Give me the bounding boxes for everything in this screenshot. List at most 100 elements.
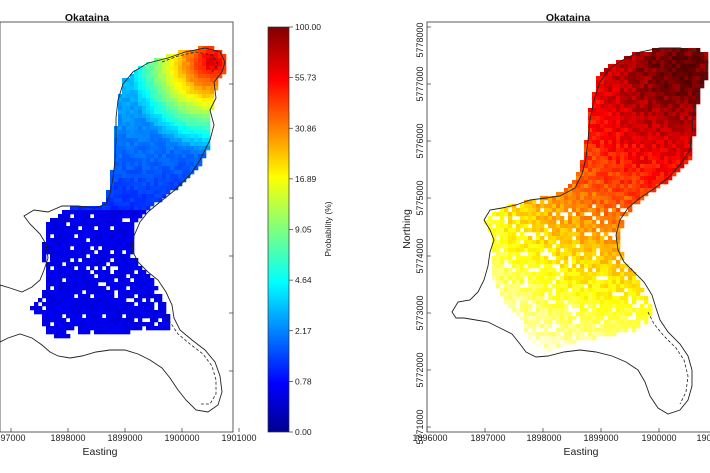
raster-cell [142, 90, 147, 95]
raster-cell [620, 312, 625, 317]
raster-cell [46, 326, 51, 331]
raster-cell [536, 292, 541, 297]
raster-cell [118, 146, 123, 151]
raster-cell [532, 312, 537, 317]
raster-cell [146, 166, 151, 171]
raster-cell [138, 114, 143, 119]
raster-cell [660, 140, 665, 145]
raster-cell [660, 60, 665, 65]
raster-cell [86, 246, 91, 251]
raster-cell [664, 112, 669, 117]
raster-cell [640, 296, 645, 301]
raster-cell [182, 146, 187, 151]
raster-cell [496, 260, 501, 265]
raster-cell [142, 314, 147, 319]
raster-cell [46, 270, 51, 275]
raster-cell [648, 148, 653, 153]
raster-cell [106, 242, 111, 247]
raster-cell [214, 82, 219, 87]
raster-cell [664, 84, 669, 89]
raster-cell [628, 200, 633, 205]
raster-cell [134, 198, 139, 203]
raster-cell [684, 152, 689, 157]
raster-cell [592, 324, 597, 329]
raster-cell [516, 228, 521, 233]
raster-cell [632, 168, 637, 173]
raster-cell [588, 188, 593, 193]
raster-cell [110, 298, 115, 303]
raster-cell [608, 92, 613, 97]
raster-cell [114, 314, 119, 319]
raster-cell [600, 116, 605, 121]
raster-cell [612, 84, 617, 89]
raster-cell [688, 116, 693, 121]
raster-cell [210, 58, 215, 63]
raster-cell [142, 306, 147, 311]
raster-cell [516, 224, 521, 229]
raster-cell [604, 88, 609, 93]
raster-cell [70, 266, 75, 271]
raster-cell [592, 212, 597, 217]
left-xtick-label: 1897000 [0, 433, 26, 443]
raster-cell [604, 76, 609, 81]
raster-cell [536, 224, 541, 229]
raster-cell [680, 96, 685, 101]
raster-cell [600, 184, 605, 189]
raster-cell [652, 164, 657, 169]
raster-cell [50, 318, 55, 323]
raster-cell [588, 260, 593, 265]
raster-cell [624, 184, 629, 189]
raster-cell [596, 244, 601, 249]
raster-cell [46, 246, 51, 251]
raster-cell [122, 182, 127, 187]
raster-cell [218, 66, 223, 71]
raster-cell [556, 260, 561, 265]
raster-cell [122, 282, 127, 287]
raster-cell [620, 76, 625, 81]
raster-cell [118, 322, 123, 327]
raster-cell [166, 326, 171, 331]
raster-cell [596, 152, 601, 157]
raster-cell [492, 240, 497, 245]
raster-cell [126, 106, 131, 111]
raster-cell [134, 214, 139, 219]
raster-cell [612, 272, 617, 277]
raster-cell [138, 150, 143, 155]
raster-cell [118, 118, 123, 123]
raster-cell [142, 126, 147, 131]
raster-cell [170, 178, 175, 183]
raster-cell [540, 228, 545, 233]
raster-cell [126, 166, 131, 171]
raster-cell [146, 122, 151, 127]
raster-cell [190, 66, 195, 71]
raster-cell [576, 312, 581, 317]
raster-cell [154, 154, 159, 159]
raster-cell [130, 166, 135, 171]
raster-cell [544, 308, 549, 313]
raster-cell [114, 258, 119, 263]
raster-cell [106, 306, 111, 311]
raster-cell [632, 116, 637, 121]
raster-cell [114, 282, 119, 287]
raster-cell [680, 112, 685, 117]
raster-cell [624, 196, 629, 201]
right-x-axis: 1896000 1897000 1898000 1899000 1900000 … [412, 428, 710, 458]
raster-cell [592, 208, 597, 213]
raster-cell [182, 170, 187, 175]
raster-cell [604, 280, 609, 285]
raster-cell [532, 340, 537, 345]
raster-cell [86, 306, 91, 311]
raster-cell [114, 210, 119, 215]
raster-cell [648, 100, 653, 105]
raster-cell [672, 112, 677, 117]
raster-cell [106, 322, 111, 327]
raster-cell [154, 110, 159, 115]
raster-cell [78, 282, 83, 287]
raster-cell [154, 70, 159, 75]
raster-cell [636, 184, 641, 189]
raster-cell [600, 72, 605, 77]
raster-cell [536, 272, 541, 277]
raster-cell [624, 148, 629, 153]
raster-cell [616, 200, 621, 205]
raster-cell [608, 132, 613, 137]
